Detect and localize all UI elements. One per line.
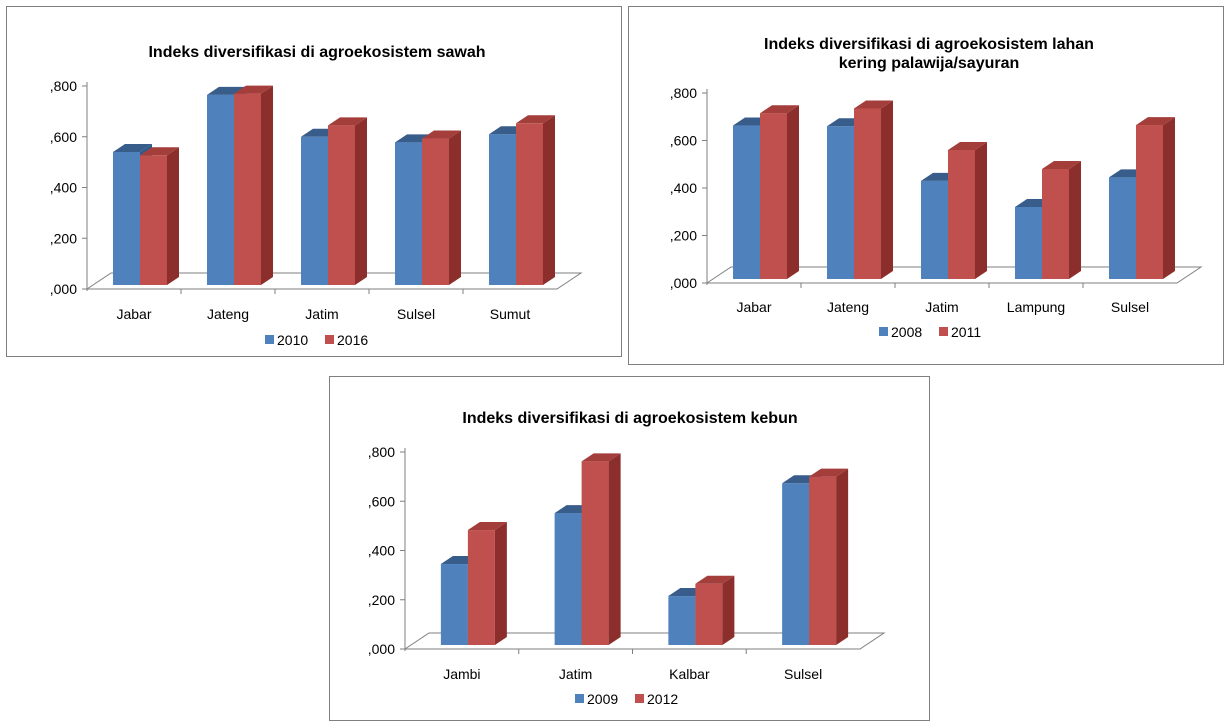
x-category-label: Jabar [116, 306, 151, 322]
y-tick-label: ,400 [670, 180, 697, 196]
legend-label-2010: 2010 [277, 332, 308, 348]
y-tick-label: ,800 [368, 444, 395, 460]
x-category-label: Jateng [207, 306, 249, 322]
chart-floor [85, 272, 583, 290]
y-tick-label: ,800 [50, 78, 77, 94]
x-category-label: Jatim [559, 666, 592, 682]
legend-swatch-2016 [325, 335, 334, 344]
y-tick-label: ,400 [368, 543, 395, 559]
x-category-label: Jabar [736, 299, 771, 315]
x-category-label: Sumut [490, 306, 531, 322]
x-category-label: Jambi [443, 666, 480, 682]
x-category-label: Lampung [1007, 299, 1065, 315]
y-tick-label: ,800 [670, 85, 697, 101]
chart-floor [705, 266, 1203, 284]
chart-title: Indeks diversifikasi di agroekosistem sa… [148, 44, 485, 61]
y-tick-label: ,200 [50, 230, 77, 246]
chart-title: Indeks diversifikasi di agroekosistem la… [764, 36, 1094, 53]
chart-floor [403, 632, 886, 650]
bar-2011-Jabar [760, 105, 799, 279]
bar-2016-Jabar [140, 147, 179, 285]
bar-2012-Sulsel [809, 468, 849, 645]
x-category-label: Jatim [925, 299, 958, 315]
legend-swatch-2010 [265, 335, 274, 344]
legend-label-2011: 2011 [951, 324, 981, 340]
bar-2011-Jatim [948, 142, 987, 279]
bar-2016-Jateng [234, 85, 273, 285]
y-tick-label: ,000 [368, 641, 395, 657]
chart-kebun: Indeks diversifikasi di agroekosistem ke… [368, 410, 886, 707]
legend-swatch-2009 [575, 694, 584, 703]
x-category-label: Kalbar [669, 666, 710, 682]
y-tick-label: ,200 [670, 228, 697, 244]
x-category-label: Sulsel [1111, 299, 1149, 315]
y-tick-label: ,000 [50, 281, 77, 297]
legend-label-2009: 2009 [587, 691, 618, 707]
bar-2012-Jatim [581, 453, 621, 645]
y-tick-label: ,600 [50, 129, 77, 145]
bar-2016-Jatim [328, 117, 367, 285]
bar-2012-Jambi [467, 522, 507, 645]
bar-2012-Kalbar [695, 575, 735, 645]
y-tick-label: ,400 [50, 180, 77, 196]
x-category-label: Jatim [305, 306, 338, 322]
chart-title: kering palawija/sayuran [839, 55, 1020, 72]
chart-panel-kebun: Indeks diversifikasi di agroekosistem ke… [329, 376, 930, 721]
legend-swatch-2012 [635, 694, 644, 703]
x-category-label: Sulsel [397, 306, 435, 322]
y-tick-label: ,600 [368, 493, 395, 509]
chart-panel-lahan-kering: Indeks diversifikasi di agroekosistem la… [628, 6, 1224, 365]
bar-2016-Sulsel [422, 130, 461, 285]
legend-label-2016: 2016 [337, 332, 368, 348]
x-category-label: Jateng [827, 299, 869, 315]
legend-swatch-2008 [879, 327, 888, 336]
chart-panel-sawah: Indeks diversifikasi di agroekosistem sa… [6, 6, 622, 357]
bar-2011-Sulsel [1136, 117, 1175, 279]
chart-title: Indeks diversifikasi di agroekosistem ke… [462, 410, 797, 427]
bar-2011-Jateng [854, 100, 893, 279]
y-tick-label: ,000 [670, 275, 697, 291]
legend-label-2012: 2012 [647, 691, 678, 707]
y-tick-label: ,600 [670, 133, 697, 149]
legend-swatch-2011 [939, 327, 948, 336]
y-tick-label: ,200 [368, 592, 395, 608]
chart-sawah: Indeks diversifikasi di agroekosistem sa… [50, 44, 583, 348]
bar-2016-Sumut [516, 115, 555, 286]
bar-2011-Lampung [1042, 161, 1081, 279]
x-category-label: Sulsel [784, 666, 822, 682]
chart-lahan-kering: Indeks diversifikasi di agroekosistem la… [670, 36, 1203, 340]
legend-label-2008: 2008 [891, 324, 922, 340]
